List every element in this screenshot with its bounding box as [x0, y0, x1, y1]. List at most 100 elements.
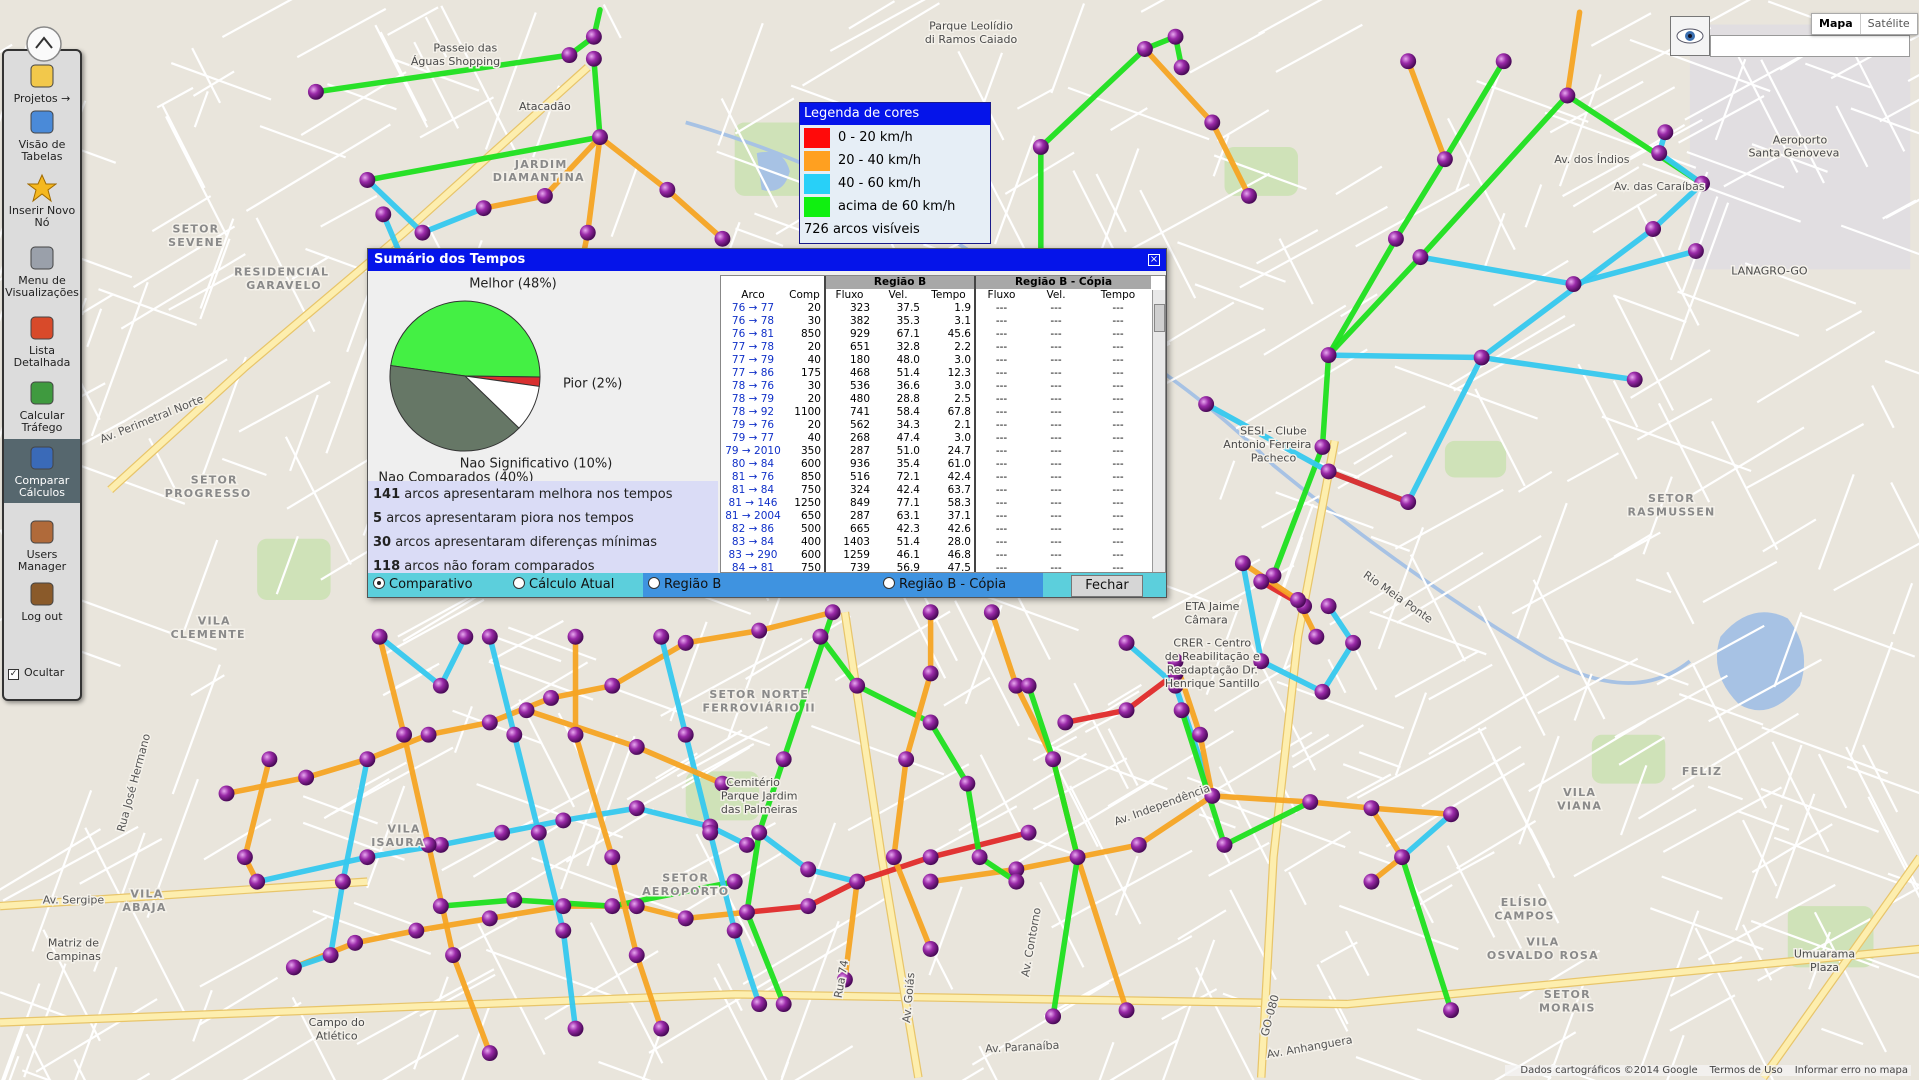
menu-item[interactable]: Calcular Tráfego: [4, 378, 80, 434]
map-label: SESI - Clube: [1240, 425, 1307, 438]
menu-item[interactable]: Log out: [4, 579, 80, 623]
table-cell: 20: [807, 393, 821, 405]
node: [1412, 249, 1429, 266]
scrollbar[interactable]: [1152, 290, 1165, 572]
menu-item[interactable]: Comparar Cálculos: [4, 439, 80, 503]
node: [714, 775, 731, 792]
street: [1656, 624, 1765, 686]
close-button[interactable]: Fechar: [1071, 575, 1143, 597]
menu-item[interactable]: Projetos →: [4, 61, 80, 105]
view-toggle[interactable]: [1670, 16, 1710, 56]
close-icon[interactable]: ×: [1148, 254, 1160, 266]
node: [738, 904, 755, 921]
street: [1635, 578, 1672, 594]
search-box[interactable]: [1710, 35, 1910, 57]
group-header-cell: Região B: [824, 276, 975, 289]
street: [1095, 173, 1127, 233]
map-label: SETOR: [1648, 492, 1695, 505]
street: [1477, 727, 1535, 838]
street: [221, 0, 293, 39]
street: [73, 1058, 87, 1080]
menu-item[interactable]: Lista Detalhada: [4, 313, 80, 369]
street: [801, 2, 940, 87]
collapse-button[interactable]: [24, 24, 64, 64]
map-label: SETOR: [172, 223, 219, 236]
street: [1382, 551, 1484, 614]
map-label: Henrique Santillo: [1165, 677, 1260, 690]
street: [1840, 224, 1919, 256]
map-type-button[interactable]: Satélite: [1867, 17, 1910, 30]
view-option[interactable]: Região B - Cópia: [843, 573, 1043, 597]
pie-label: Melhor (48%): [469, 277, 557, 292]
map-label: ABAJA: [122, 901, 166, 914]
view-option[interactable]: Região B: [643, 573, 843, 597]
map-label: VILA: [130, 888, 163, 901]
icon-shape: [30, 64, 54, 88]
node: [983, 604, 1000, 621]
table-cell: ---: [1112, 536, 1124, 548]
table-cell: 480: [824, 393, 873, 406]
menu-icon: [30, 381, 54, 405]
node: [481, 910, 498, 927]
menu-item[interactable]: Inserir Novo Nó: [4, 173, 80, 229]
major-road: [1760, 855, 1919, 1080]
street: [1261, 495, 1320, 529]
traffic-arc: [842, 878, 860, 983]
table-cell: 175: [800, 367, 821, 379]
node: [555, 898, 572, 915]
table-cell: 63.1: [896, 510, 920, 522]
legend-title: Legenda de cores: [800, 103, 990, 125]
node: [1320, 598, 1337, 615]
column-header-cell: Fluxo: [974, 289, 1027, 302]
traffic-arc: [1270, 58, 1507, 579]
menu-item[interactable]: Visão de Tabelas: [4, 107, 80, 163]
map-type-button[interactable]: Mapa: [1812, 14, 1861, 34]
street: [1292, 724, 1364, 769]
menu-item[interactable]: Menu de Visualizações: [4, 243, 80, 299]
table-cell: ---: [1050, 445, 1062, 457]
street: [1276, 680, 1405, 730]
street: [1566, 452, 1620, 483]
node: [530, 824, 547, 841]
street: [1476, 80, 1589, 123]
street: [1666, 571, 1695, 625]
node: [1565, 276, 1582, 293]
street: [35, 998, 158, 1073]
view-option[interactable]: Cálculo Atual: [508, 573, 643, 597]
street: [1177, 241, 1286, 283]
view-option[interactable]: Comparativo: [368, 573, 508, 597]
group-spacer: [721, 276, 825, 289]
map-label: Câmara: [1185, 613, 1228, 626]
street: [1284, 830, 1351, 873]
table-cell: 81 → 146: [728, 497, 778, 509]
map-label: Av. dos Índios: [1554, 153, 1630, 166]
map-label: LANAGRO-GO: [1731, 264, 1808, 277]
node: [628, 947, 645, 964]
map-label: Atacadão: [519, 100, 571, 113]
node: [561, 47, 578, 64]
table-cell: 76 → 77: [731, 302, 775, 314]
street: [1, 1025, 23, 1080]
table-cell: 850: [800, 328, 821, 340]
traffic-arc: [1025, 682, 1081, 1020]
street: [1761, 726, 1889, 775]
menu-item[interactable]: Users Manager: [4, 517, 80, 573]
map-label: Plaza: [1810, 961, 1839, 974]
option-label: Cálculo Atual: [529, 577, 615, 592]
street: [1678, 693, 1764, 726]
node: [1204, 787, 1221, 804]
street: [1195, 966, 1255, 1080]
street: [1186, 776, 1243, 799]
table-cell: ---: [974, 562, 1027, 572]
pie-chart: Melhor (48%) Pior (2%) Nao Significativo (…: [378, 277, 622, 486]
map-label: CRER - Centro: [1173, 637, 1251, 650]
table-row: 81 → 76 850 516 72.1 42.4 --- --- ---: [721, 471, 1151, 484]
table-row: 79 → 2010 350 287 51.0 24.7 --- --- ---: [721, 445, 1151, 458]
street: [1337, 405, 1426, 455]
hide-option[interactable]: ✓ Ocultar: [4, 667, 84, 680]
table-cell: 2.1: [954, 419, 971, 431]
map-label: SETOR: [662, 872, 709, 885]
node: [738, 836, 755, 853]
summary-line: 141 arcos apresentaram melhora nos tempo…: [373, 485, 673, 505]
node: [824, 604, 841, 621]
